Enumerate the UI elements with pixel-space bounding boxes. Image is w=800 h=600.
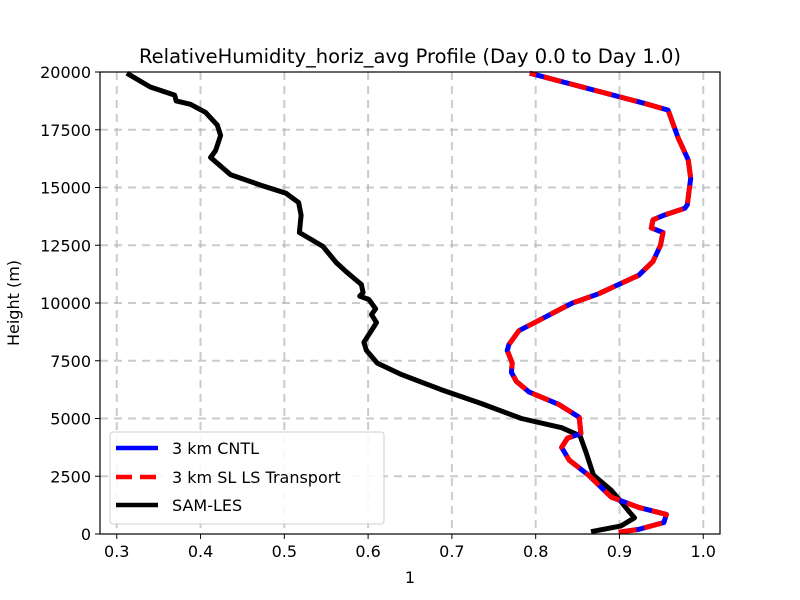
grid	[100, 72, 720, 534]
y-tick-label: 5000	[50, 410, 91, 429]
legend-label-cntl: 3 km CNTL	[172, 439, 259, 458]
series-layer	[125, 70, 694, 535]
y-tick-label: 0	[81, 525, 91, 544]
chart-title: RelativeHumidity_horiz_avg Profile (Day …	[139, 45, 681, 68]
legend-label-sl-ls-transport: 3 km SL LS Transport	[172, 468, 341, 487]
legend-box	[109, 431, 385, 525]
y-axis: 0 2500 5000 7500 10000 12500 15000 17500 20000	[40, 63, 100, 544]
x-tick-label: 0.7	[439, 542, 464, 561]
y-tick-label: 7500	[50, 352, 91, 371]
x-tick-label: 0.4	[188, 542, 213, 561]
x-axis-label: 1	[405, 568, 415, 587]
y-tick-label: 10000	[40, 294, 91, 313]
x-tick-label: 1.0	[691, 542, 716, 561]
y-axis-label: Height (m)	[4, 260, 23, 346]
y-tick-label: 12500	[40, 236, 91, 255]
legend-label-sam-les: SAM-LES	[172, 496, 242, 515]
y-tick-label: 17500	[40, 121, 91, 140]
legend: 3 km CNTL 3 km SL LS Transport SAM-LES	[109, 431, 385, 525]
series-sam-les	[125, 71, 637, 535]
x-tick-label: 0.6	[355, 542, 380, 561]
y-tick-label: 20000	[40, 63, 91, 82]
y-tick-label: 2500	[50, 467, 91, 486]
y-tick-label: 15000	[40, 179, 91, 198]
x-tick-label: 0.5	[272, 542, 297, 561]
x-tick-label: 0.3	[104, 542, 129, 561]
x-tick-label: 0.9	[607, 542, 632, 561]
series-3-km-sl-ls-transport	[504, 70, 694, 535]
x-tick-label: 0.8	[523, 542, 548, 561]
x-axis: 0.3 0.4 0.5 0.6 0.7 0.8 0.9 1.0	[104, 534, 716, 561]
